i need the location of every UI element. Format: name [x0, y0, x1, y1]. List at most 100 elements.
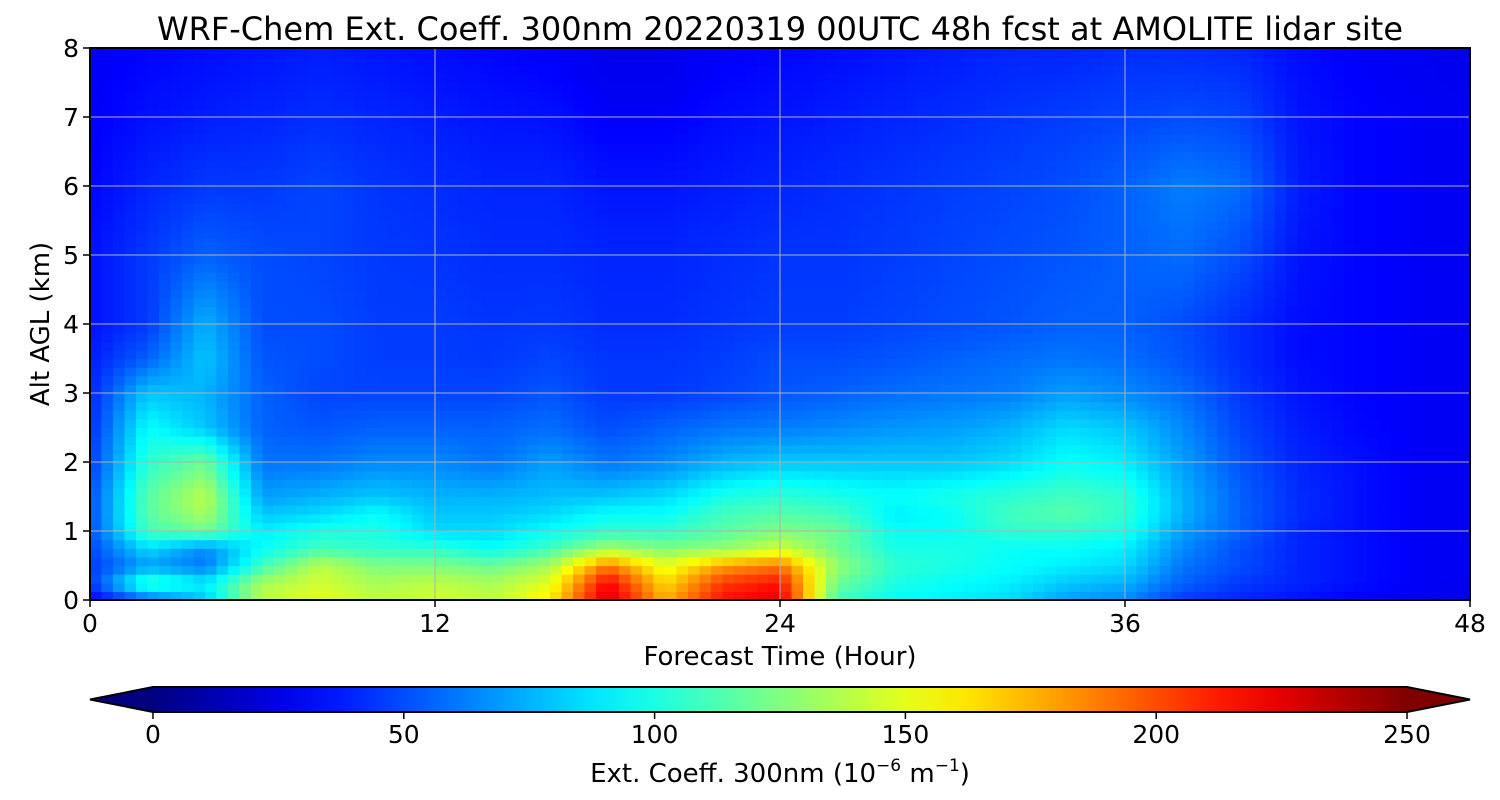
heatmap-cell	[607, 272, 620, 282]
heatmap-cell	[239, 410, 252, 420]
heatmap-cell	[929, 487, 942, 498]
heatmap-cell	[435, 574, 448, 584]
heatmap-cell	[274, 306, 287, 316]
heatmap-cell	[320, 99, 333, 109]
heatmap-cell	[101, 65, 114, 75]
heatmap-cell	[113, 237, 126, 247]
heatmap-cell	[653, 418, 666, 429]
heatmap-cell	[228, 427, 241, 437]
heatmap-cell	[826, 410, 839, 420]
heatmap-cell	[929, 108, 942, 118]
heatmap-cell	[469, 436, 482, 446]
heatmap-cell	[239, 427, 252, 437]
heatmap-cell	[619, 142, 632, 153]
heatmap-cell	[883, 211, 896, 222]
heatmap-cell	[228, 582, 241, 592]
heatmap-cell	[90, 91, 103, 101]
heatmap-cell	[515, 82, 528, 92]
heatmap-cell	[239, 255, 252, 265]
heatmap-cell	[423, 220, 436, 230]
heatmap-cell	[147, 298, 160, 308]
heatmap-cell	[354, 436, 367, 446]
heatmap-cell	[918, 108, 931, 118]
heatmap-cell	[504, 82, 517, 92]
heatmap-cell	[711, 453, 724, 463]
heatmap-cell	[170, 203, 183, 213]
heatmap-cell	[262, 324, 275, 334]
heatmap-cell	[676, 582, 689, 592]
heatmap-cell	[366, 255, 379, 265]
heatmap-cell	[216, 358, 229, 368]
heatmap-cell	[757, 220, 770, 230]
heatmap-cell	[929, 246, 942, 256]
heatmap-cell	[366, 194, 379, 204]
heatmap-cell	[952, 453, 965, 463]
heatmap-cell	[964, 427, 977, 437]
heatmap-cell	[101, 410, 114, 420]
heatmap-cell	[285, 556, 298, 567]
heatmap-cell	[193, 375, 206, 385]
heatmap-cell	[205, 444, 218, 454]
heatmap-cell	[274, 582, 287, 592]
heatmap-cell	[251, 582, 264, 592]
heatmap-cell	[584, 487, 597, 498]
heatmap-cell	[193, 186, 206, 196]
heatmap-cell	[147, 65, 160, 75]
heatmap-cell	[366, 539, 379, 549]
heatmap-cell	[699, 479, 712, 489]
heatmap-cell	[239, 401, 252, 411]
heatmap-cell	[101, 315, 114, 325]
heatmap-cell	[239, 574, 252, 584]
heatmap-cell	[239, 289, 252, 299]
heatmap-cell	[343, 82, 356, 92]
heatmap-cell	[699, 582, 712, 592]
heatmap-cell	[791, 56, 804, 66]
heatmap-cell	[849, 496, 862, 506]
heatmap-cell	[331, 125, 344, 135]
heatmap-cell	[941, 591, 954, 600]
heatmap-cell	[642, 556, 655, 567]
heatmap-cell	[711, 298, 724, 308]
heatmap-cell	[251, 436, 264, 446]
heatmap-cell	[389, 134, 402, 144]
heatmap-cell	[906, 479, 919, 489]
heatmap-cell	[941, 582, 954, 592]
heatmap-cell	[492, 246, 505, 256]
heatmap-cell	[147, 582, 160, 592]
heatmap-cell	[492, 375, 505, 385]
heatmap-cell	[561, 73, 574, 84]
heatmap-cell	[515, 591, 528, 600]
heatmap-cell	[814, 160, 827, 170]
heatmap-cell	[860, 315, 873, 325]
heatmap-cell	[193, 151, 206, 161]
heatmap-cell	[860, 410, 873, 420]
heatmap-cell	[101, 91, 114, 101]
heatmap-cell	[515, 56, 528, 66]
heatmap-cell	[883, 582, 896, 592]
heatmap-cell	[768, 117, 781, 127]
heatmap-cell	[780, 591, 793, 600]
heatmap-cell	[504, 384, 517, 394]
heatmap-cell	[596, 289, 609, 299]
heatmap-cell	[665, 496, 678, 506]
heatmap-cell	[768, 48, 781, 58]
heatmap-cell	[952, 134, 965, 144]
heatmap-cell	[469, 531, 482, 541]
heatmap-cell	[630, 479, 643, 489]
heatmap-cell	[803, 470, 816, 480]
heatmap-cell	[642, 177, 655, 187]
heatmap-cell	[170, 427, 183, 437]
heatmap-cell	[446, 168, 459, 178]
heatmap-cell	[113, 263, 126, 273]
heatmap-cell	[136, 82, 149, 92]
heatmap-cell	[366, 48, 379, 58]
heatmap-cell	[492, 194, 505, 204]
heatmap-cell	[481, 453, 494, 463]
heatmap-cell	[734, 160, 747, 170]
heatmap-cell	[113, 65, 126, 75]
heatmap-cell	[607, 505, 620, 515]
heatmap-cell	[619, 280, 632, 291]
heatmap-cell	[458, 272, 471, 282]
heatmap-cell	[745, 401, 758, 411]
heatmap-cell	[768, 255, 781, 265]
